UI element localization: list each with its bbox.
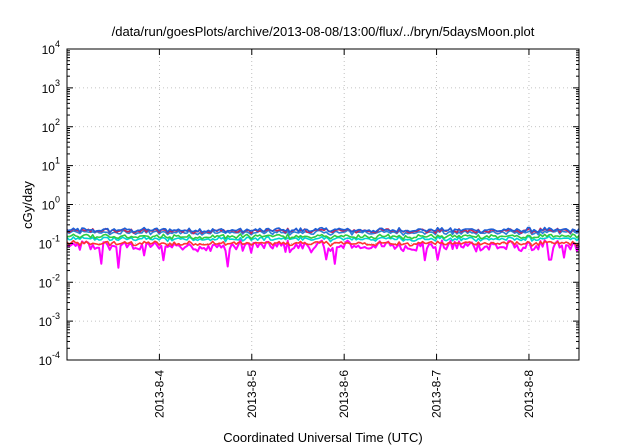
- y-tick-label: 10-2: [39, 272, 60, 290]
- x-tick-label: 2013-8-8: [522, 370, 536, 418]
- y-tick-label: 104: [42, 39, 60, 57]
- y-tick-label: 10-3: [39, 311, 60, 329]
- series-line: [66, 238, 580, 269]
- series-line: [66, 235, 580, 243]
- series-line: [66, 233, 580, 241]
- series-line: [66, 226, 580, 234]
- x-tick-label: 2013-8-6: [337, 370, 351, 418]
- y-tick-labels: 10-4 10-3 10-2 10-1 100 101 102 103 104: [39, 39, 60, 368]
- y-axis-label: cGy/day: [20, 181, 35, 229]
- x-axis-label: Coordinated Universal Time (UTC): [223, 430, 422, 445]
- x-tick-label: 2013-8-4: [152, 370, 166, 418]
- x-tick-label: 2013-8-7: [430, 370, 444, 418]
- ticks: [67, 48, 579, 361]
- x-tick-labels: 2013-8-4 2013-8-5 2013-8-6 2013-8-7 2013-8-8: [152, 370, 536, 418]
- series-line: [66, 229, 580, 236]
- grid: [67, 49, 579, 360]
- y-tick-label: 100: [42, 195, 60, 213]
- y-tick-label: 10-1: [39, 233, 60, 251]
- x-tick-label: 2013-8-5: [245, 370, 259, 418]
- y-tick-label: 101: [42, 156, 60, 174]
- series-line: [66, 239, 580, 247]
- y-tick-label: 102: [42, 117, 60, 135]
- y-tick-label: 103: [42, 78, 60, 96]
- y-tick-label: 10-4: [39, 350, 60, 368]
- chart-title: /data/run/goesPlots/archive/2013-08-08/1…: [112, 24, 535, 39]
- series-lines: [66, 226, 580, 269]
